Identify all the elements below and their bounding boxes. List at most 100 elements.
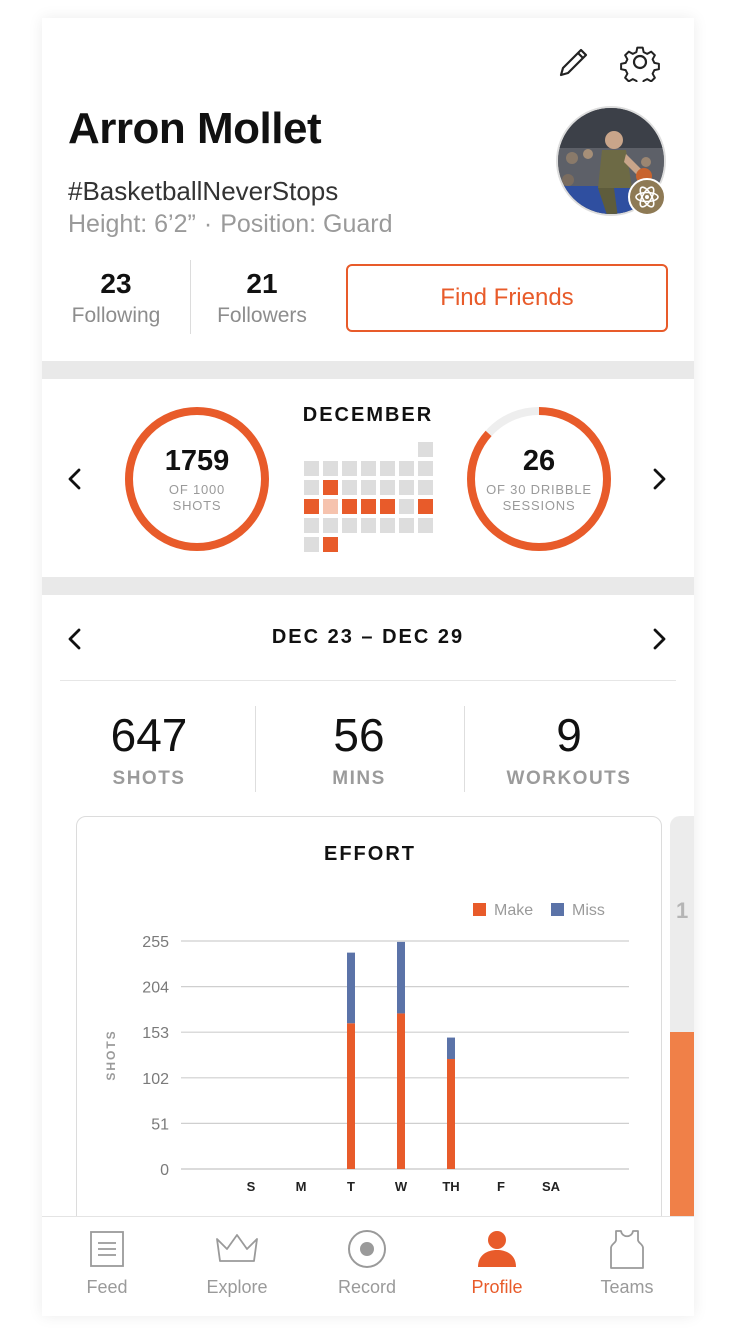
x-tick-label: TH	[442, 1179, 459, 1194]
calendar-day	[304, 499, 319, 514]
calendar-day	[399, 518, 414, 533]
calendar-day	[380, 499, 395, 514]
calendar-day	[342, 480, 357, 495]
shots-label-line1: OF 1000	[168, 481, 226, 497]
effort-chart: 0 51 102 153 204 255 SHOTS S M T W TH F SA Make Miss	[104, 902, 629, 1194]
tab-teams-label: Teams	[600, 1277, 654, 1297]
crown-icon	[216, 1234, 258, 1262]
profile-details: Height: 6’2” · Position: Guard	[68, 210, 393, 239]
shots-ring[interactable]: 1759 OF 1000 SHOTS	[122, 404, 272, 554]
legend-swatch-make	[473, 903, 486, 916]
profile-position: Position: Guard	[220, 210, 393, 238]
y-axis-label: SHOTS	[104, 1029, 118, 1080]
atom-icon	[635, 186, 659, 208]
dribble-ring-text: 26 OF 30 DRIBBLE SESSIONS	[464, 404, 614, 554]
profile-height: Height: 6’2”	[68, 210, 196, 238]
followers-count: 21	[246, 268, 278, 299]
atom-badge	[628, 178, 666, 216]
y-tick-label: 51	[151, 1116, 169, 1133]
tab-record[interactable]: Record	[302, 1227, 432, 1313]
calendar-day	[342, 499, 357, 514]
tab-profile-label: Profile	[471, 1277, 523, 1297]
stats-divider	[190, 260, 191, 334]
x-tick-label: S	[247, 1179, 256, 1194]
section-divider	[42, 361, 694, 379]
y-tick-label: 0	[160, 1162, 169, 1179]
dribble-ring[interactable]: 26 OF 30 DRIBBLE SESSIONS	[464, 404, 614, 554]
x-tick-label: F	[497, 1179, 505, 1194]
month-next-button[interactable]	[644, 464, 674, 494]
calendar-day	[323, 518, 338, 533]
calendar-day	[323, 537, 338, 552]
week-shots-label: SHOTS	[112, 768, 186, 789]
bar-make	[347, 1023, 355, 1169]
x-tick-label: W	[395, 1179, 408, 1194]
following-label: Following	[71, 304, 161, 327]
dribble-label-line1: OF 30 DRIBBLE	[486, 481, 592, 497]
calendar-day	[399, 461, 414, 476]
tab-explore[interactable]: Explore	[172, 1227, 302, 1313]
dribble-value: 26	[522, 444, 556, 477]
week-divider-line	[60, 680, 676, 681]
chevron-right-icon	[653, 628, 666, 650]
calendar-day	[304, 480, 319, 495]
chevron-left-icon	[68, 628, 81, 650]
calendar-day	[304, 537, 319, 552]
effort-card[interactable]: EFFORT 0 51 102 153 204 255 SHOTS S M T W TH F SA Make…	[76, 816, 662, 1236]
calendar-day	[342, 518, 357, 533]
week-workouts-stat: 9 WORKOUTS	[474, 708, 664, 790]
tab-record-label: Record	[337, 1277, 397, 1297]
legend-label-make: Make	[494, 902, 533, 919]
details-separator: ·	[203, 210, 213, 238]
week-mins-stat: 56 MINS	[264, 708, 454, 790]
bar-miss	[447, 1037, 455, 1060]
legend-label-miss: Miss	[572, 902, 605, 919]
shots-label-line2: SHOTS	[172, 497, 222, 513]
dribble-progress-ring	[467, 407, 611, 551]
tab-teams[interactable]: Teams	[562, 1227, 692, 1313]
profile-tagline: #BasketballNeverStops	[68, 176, 339, 206]
week-next-button[interactable]	[644, 624, 674, 654]
tab-feed-label: Feed	[86, 1277, 128, 1297]
tab-feed[interactable]: Feed	[42, 1227, 172, 1313]
calendar-day	[361, 480, 376, 495]
bar-miss	[397, 941, 405, 1014]
calendar-day	[399, 499, 414, 514]
calendar-day	[361, 518, 376, 533]
calendar-day	[380, 518, 395, 533]
calendar-day	[418, 442, 433, 457]
y-tick-label: 153	[142, 1025, 169, 1042]
phone-screen: Arron Mollet #BasketballNeverStops Heigh…	[42, 18, 694, 1316]
week-workouts-value: 9	[556, 709, 582, 761]
calendar-day	[418, 461, 433, 476]
next-card-peek-number: 1	[676, 898, 689, 923]
calendar-day	[304, 461, 319, 476]
person-icon	[478, 1231, 516, 1267]
followers-stat[interactable]: 21 Followers	[202, 268, 322, 328]
chevron-left-icon	[68, 468, 81, 490]
calendar-day	[418, 480, 433, 495]
calendar-day	[323, 461, 338, 476]
following-stat[interactable]: 23 Following	[56, 268, 176, 328]
week-mins-label: MINS	[332, 768, 386, 789]
calendar-day	[304, 518, 319, 533]
calendar-day	[342, 461, 357, 476]
bar-make	[397, 1013, 405, 1169]
legend-swatch-miss	[551, 903, 564, 916]
record-icon	[348, 1230, 386, 1268]
month-title: DECEMBER	[302, 404, 434, 426]
section-divider	[42, 577, 694, 595]
x-tick-label: SA	[542, 1179, 561, 1194]
calendar-day	[399, 480, 414, 495]
dribble-label-line2: SESSIONS	[502, 497, 576, 513]
month-prev-button[interactable]	[60, 464, 90, 494]
find-friends-button[interactable]: Find Friends	[346, 264, 668, 332]
edit-button[interactable]	[554, 42, 594, 82]
bar-make	[447, 1059, 455, 1169]
settings-button[interactable]	[620, 42, 660, 82]
avatar[interactable]	[556, 106, 666, 216]
week-prev-button[interactable]	[60, 624, 90, 654]
y-tick-label: 255	[142, 934, 169, 951]
bar-miss	[347, 952, 355, 1024]
tab-profile[interactable]: Profile	[432, 1227, 562, 1313]
